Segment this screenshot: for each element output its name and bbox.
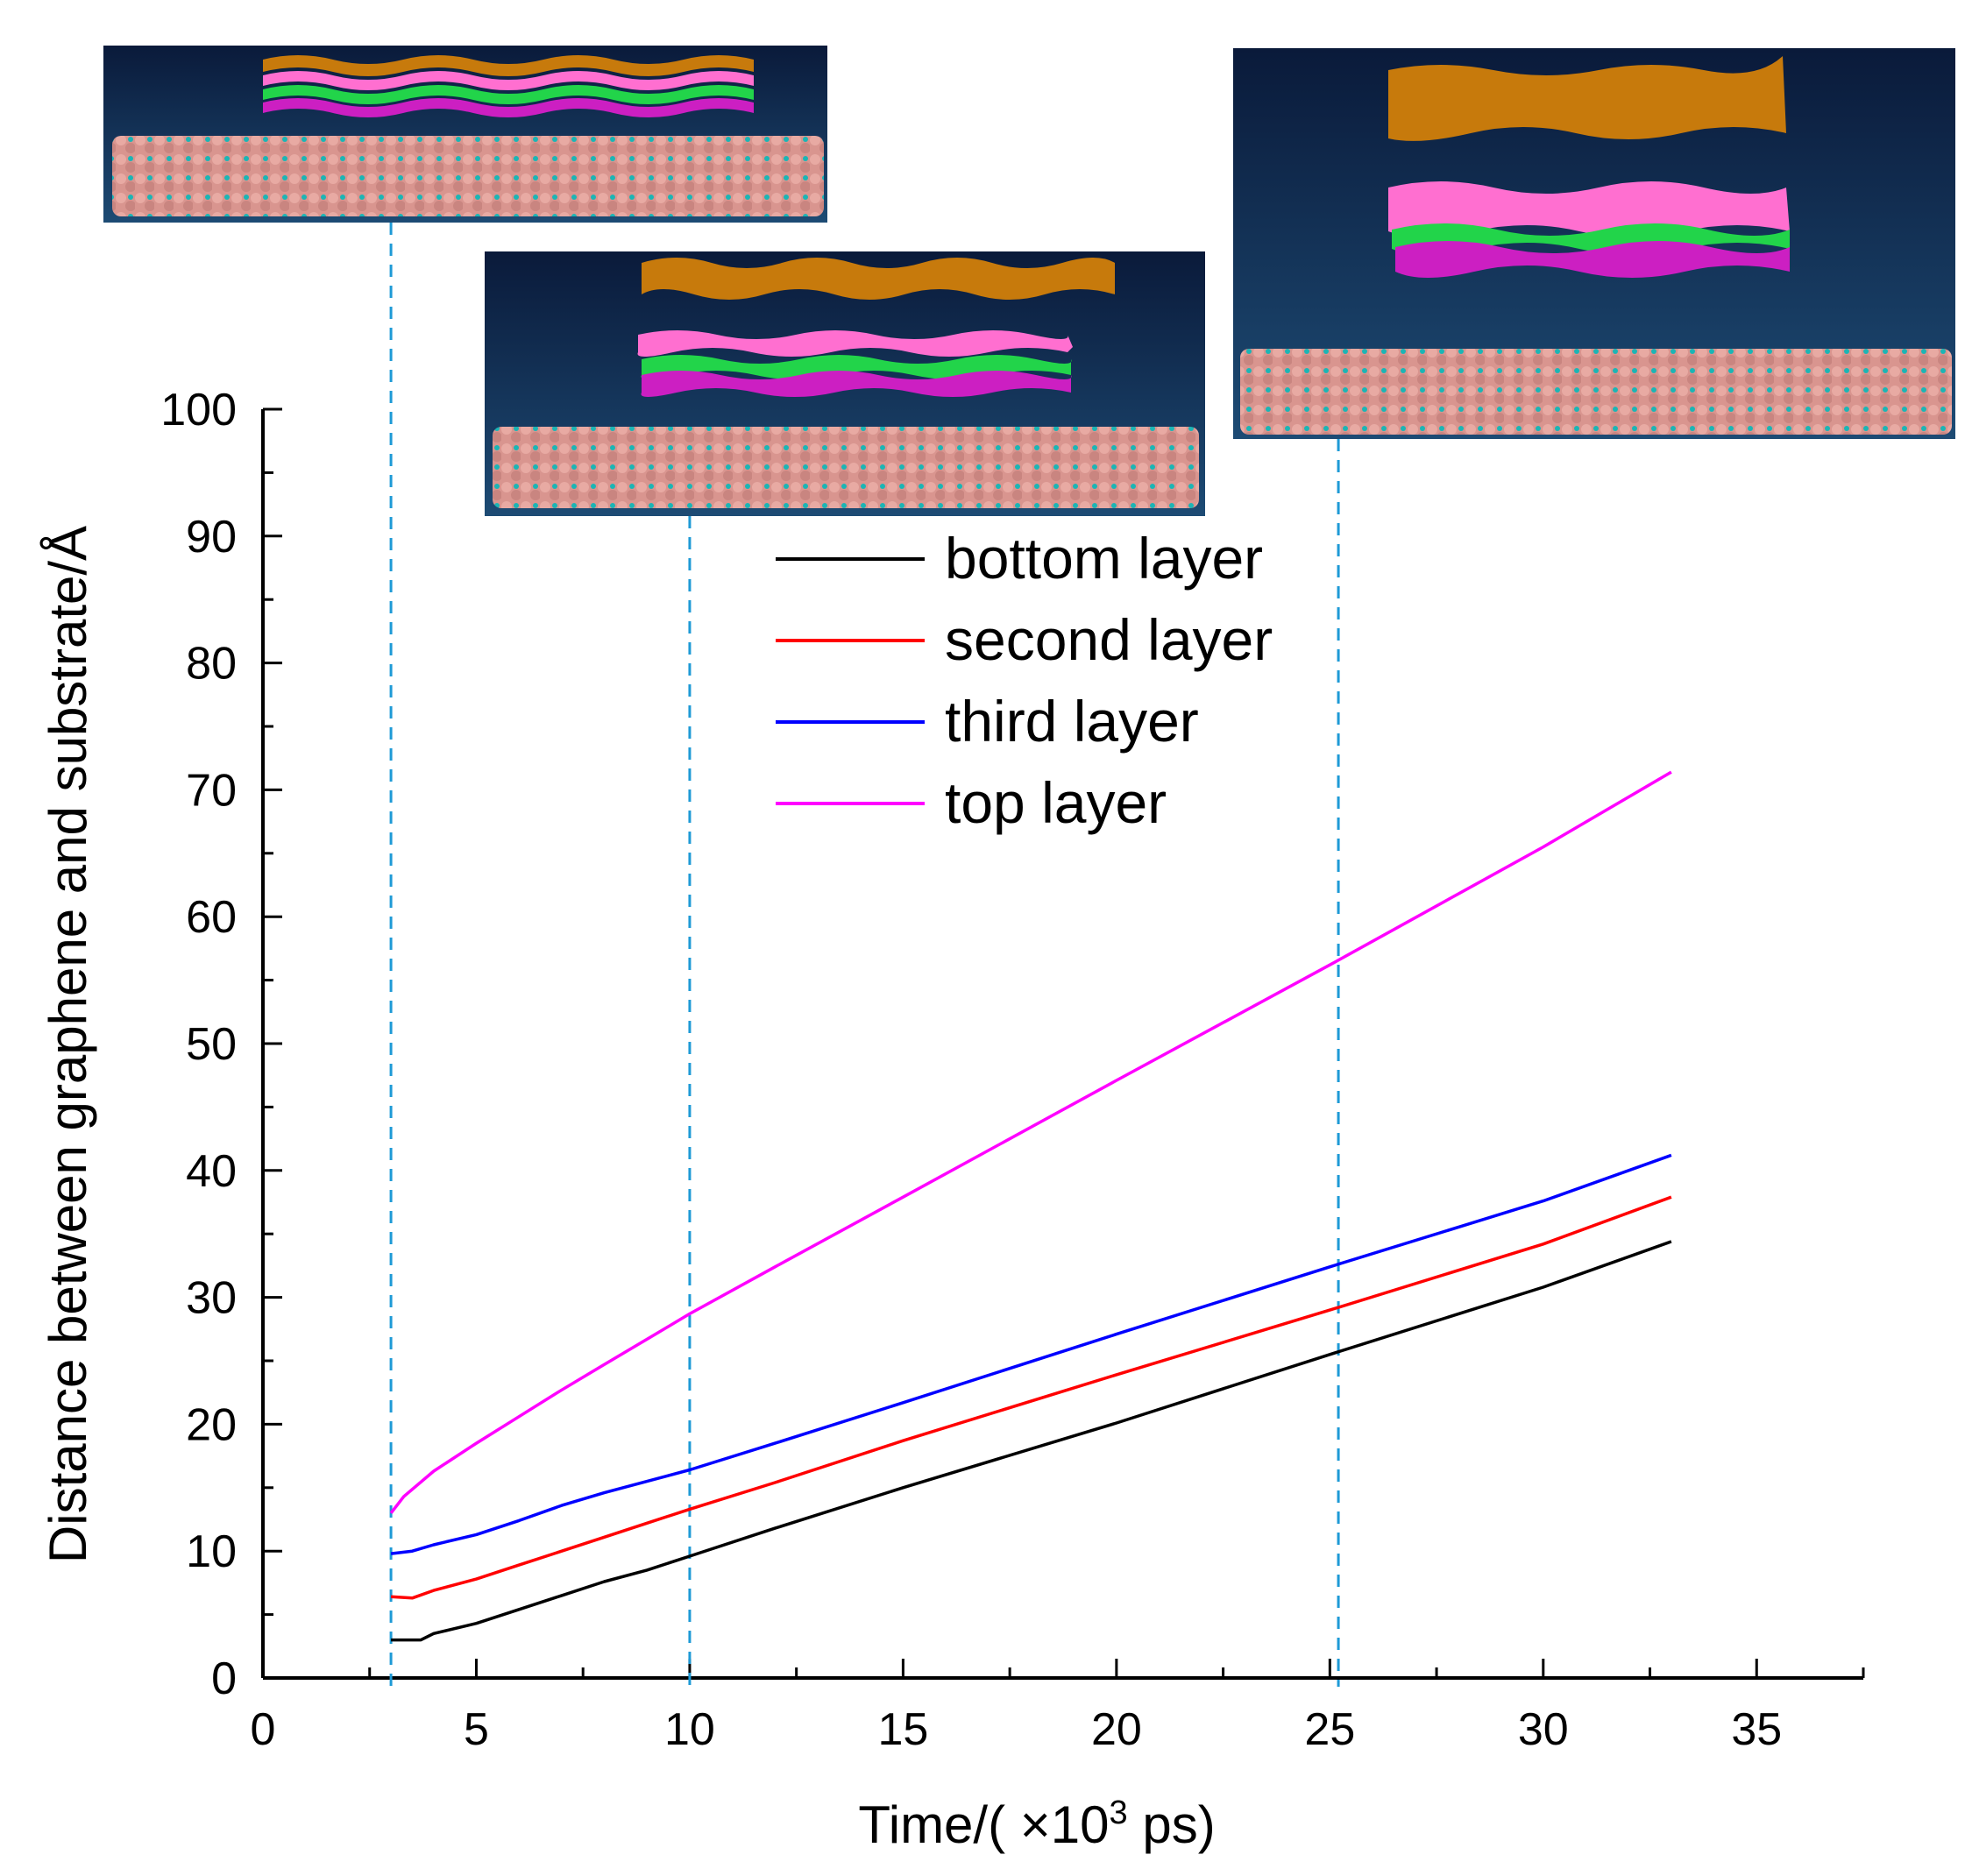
x-tick-label: 15	[877, 1704, 928, 1755]
insets	[103, 46, 1955, 516]
y-axis-title: Distance between graphene and substrate/…	[39, 526, 97, 1563]
y-tick-label: 30	[186, 1273, 237, 1324]
y-tick-label: 80	[186, 639, 237, 690]
y-tick-label: 40	[186, 1146, 237, 1197]
y-tick-label: 100	[160, 385, 237, 435]
legend-label: bottom layer	[945, 526, 1263, 591]
time-markers	[389, 223, 1340, 1687]
x-axis-title-sup: 3	[1110, 1795, 1128, 1831]
y-tick-label: 70	[186, 765, 237, 816]
series-line-top-layer	[389, 770, 1672, 1514]
series-lines	[389, 770, 1672, 1642]
x-ticks: 0 5 10 15 20 25 30 35	[251, 1659, 1865, 1755]
y-tick-label: 60	[186, 892, 237, 943]
series-line-bottom-layer	[391, 1240, 1672, 1642]
x-tick-label: 35	[1731, 1704, 1782, 1755]
legend-label: second layer	[945, 607, 1273, 672]
x-axis-title-tail: ps)	[1128, 1795, 1216, 1854]
x-tick-label: 10	[664, 1704, 715, 1755]
legend: bottom layer second layer third layer top l…	[776, 526, 1273, 835]
inset-snapshot-mid	[485, 251, 1205, 516]
axes: 0 5 10 15 20 25 30 35 0 10 20 30 40 50 60 70 80 90 100	[160, 385, 1865, 1755]
series-line-second-layer	[390, 1195, 1672, 1600]
series-line-third-layer	[390, 1153, 1672, 1555]
inset-snapshot-early	[103, 46, 827, 223]
x-tick-label: 25	[1304, 1704, 1355, 1755]
x-tick-label: 5	[464, 1704, 489, 1755]
y-tick-label: 50	[186, 1019, 237, 1070]
inset-snapshot-late	[1233, 48, 1955, 439]
x-tick-label: 20	[1091, 1704, 1142, 1755]
legend-label: third layer	[945, 689, 1199, 754]
x-axis-title: Time/( ×103 ps)	[858, 1795, 1215, 1854]
x-tick-label: 0	[251, 1704, 276, 1755]
y-tick-label: 0	[211, 1653, 237, 1704]
x-tick-label: 30	[1518, 1704, 1569, 1755]
y-tick-label: 20	[186, 1399, 237, 1450]
legend-label: top layer	[945, 770, 1167, 835]
y-ticks: 0 10 20 30 40 50 60 70 80 90 100	[160, 385, 282, 1704]
y-tick-label: 10	[186, 1526, 237, 1577]
y-tick-label: 90	[186, 512, 237, 563]
x-axis-title-main: Time/( ×10	[858, 1795, 1109, 1854]
